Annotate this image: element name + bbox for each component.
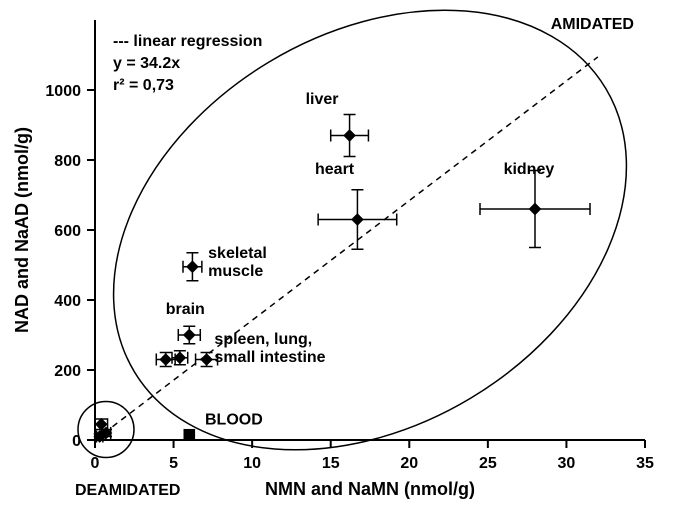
legend-line: --- linear regression <box>113 33 262 50</box>
point-label: skeletal <box>208 245 267 262</box>
svg-text:5: 5 <box>169 455 178 472</box>
svg-text:600: 600 <box>54 223 81 240</box>
point-label: liver <box>306 91 339 108</box>
svg-text:10: 10 <box>243 455 261 472</box>
svg-text:30: 30 <box>558 455 576 472</box>
svg-text:0: 0 <box>72 433 81 450</box>
data-point <box>344 130 355 141</box>
point-label: brain <box>166 301 205 318</box>
data-point <box>529 203 540 214</box>
svg-text:200: 200 <box>54 363 81 380</box>
data-point <box>201 354 212 365</box>
x-axis-title: NMN and NaMN (nmol/g) <box>265 479 475 499</box>
svg-text:800: 800 <box>54 153 81 170</box>
point-label: BLOOD <box>205 411 263 428</box>
point-label: heart <box>315 161 355 178</box>
data-point <box>184 329 195 340</box>
point-label: kidney <box>504 161 555 178</box>
svg-text:20: 20 <box>400 455 418 472</box>
data-point <box>352 214 363 225</box>
blood-point <box>184 429 195 440</box>
point-label: spleen, lung, <box>214 331 312 348</box>
svg-text:0: 0 <box>91 455 100 472</box>
legend-line: r² = 0,73 <box>113 77 174 94</box>
data-point <box>187 261 198 272</box>
data-point <box>174 352 185 363</box>
legend-line: y = 34.2x <box>113 55 180 72</box>
svg-text:400: 400 <box>54 293 81 310</box>
deamidated-label: DEAMIDATED <box>75 482 180 499</box>
svg-text:25: 25 <box>479 455 497 472</box>
chart-container: 0 5 10 15 20 25 30 35 0 200 400 600 800 1000 NMN and N… <box>0 0 673 510</box>
y-axis-title: NAD and NaAD (nmol/g) <box>12 127 32 333</box>
svg-text:35: 35 <box>636 455 654 472</box>
amidated-label: AMIDATED <box>551 16 634 33</box>
data-point <box>160 354 171 365</box>
svg-text:15: 15 <box>322 455 340 472</box>
svg-text:1000: 1000 <box>45 83 81 100</box>
point-label: muscle <box>208 263 263 280</box>
scatter-chart: 0 5 10 15 20 25 30 35 0 200 400 600 800 1000 NMN and N… <box>0 0 673 510</box>
point-label: small intestine <box>214 349 325 366</box>
